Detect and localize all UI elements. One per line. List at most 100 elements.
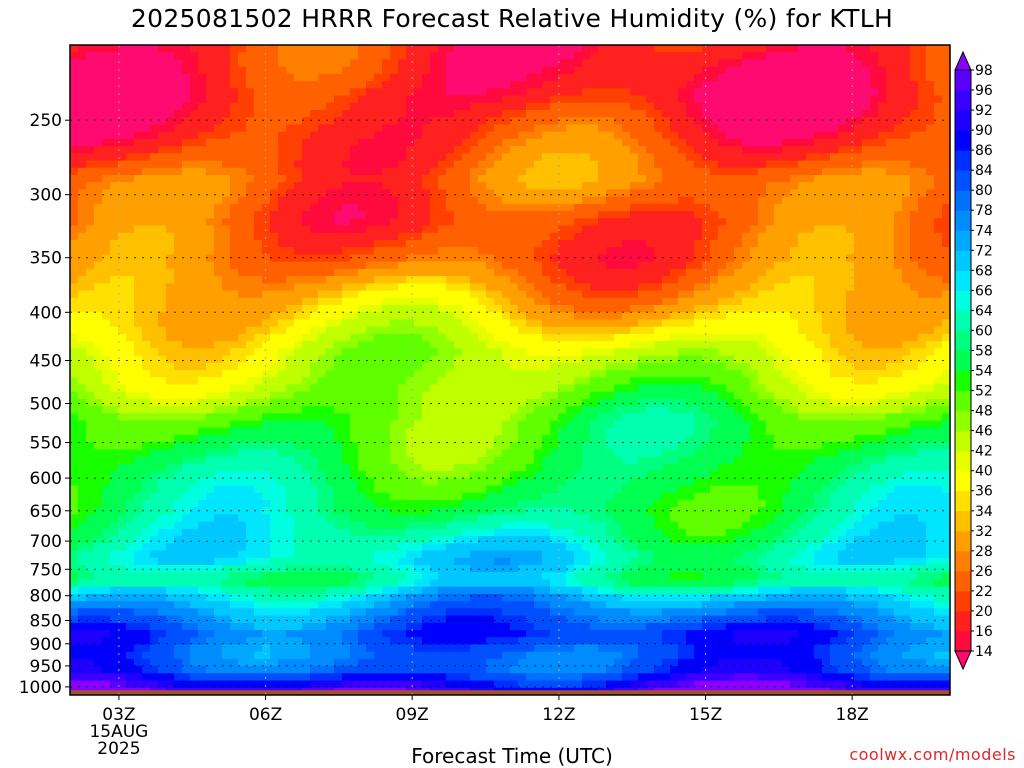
- rh-cell: [350, 326, 359, 335]
- rh-cell: [134, 153, 143, 162]
- rh-cell: [686, 261, 695, 270]
- rh-cell: [478, 319, 487, 328]
- rh-cell: [94, 175, 103, 183]
- rh-cell: [486, 261, 495, 270]
- rh-cell: [406, 283, 415, 292]
- rh-cell: [390, 362, 399, 371]
- rh-cell: [694, 203, 703, 212]
- rh-cell: [686, 59, 695, 68]
- rh-cell: [718, 153, 727, 162]
- rh-cell: [870, 247, 879, 256]
- rh-cell: [342, 211, 351, 219]
- rh-cell: [942, 254, 950, 263]
- rh-cell: [102, 362, 111, 371]
- rh-cell: [134, 45, 143, 53]
- rh-cell: [254, 362, 263, 371]
- rh-cell: [246, 175, 255, 183]
- rh-cell: [686, 52, 695, 61]
- rh-cell: [246, 160, 255, 169]
- rh-cell: [430, 319, 439, 328]
- rh-cell: [606, 81, 615, 89]
- rh-cell: [534, 110, 543, 118]
- rh-cell: [414, 59, 423, 68]
- rh-cell: [686, 326, 695, 335]
- rh-cell: [390, 59, 399, 68]
- rh-cell: [158, 225, 167, 234]
- rh-cell: [654, 305, 663, 313]
- rh-cell: [374, 312, 383, 321]
- rh-cell: [558, 312, 567, 321]
- rh-cell: [198, 276, 207, 284]
- rh-cell: [630, 52, 639, 61]
- rh-cell: [118, 254, 127, 263]
- rh-cell: [398, 45, 407, 53]
- rh-cell: [942, 196, 950, 205]
- rh-cell: [502, 182, 511, 191]
- rh-cell: [190, 333, 199, 342]
- rh-cell: [270, 312, 279, 321]
- rh-cell: [198, 160, 207, 169]
- rh-cell: [206, 189, 215, 198]
- rh-cell: [430, 297, 439, 306]
- rh-cell: [374, 196, 383, 205]
- rh-cell: [526, 283, 535, 292]
- rh-cell: [118, 261, 127, 270]
- rh-cell: [502, 268, 511, 277]
- rh-cell: [270, 45, 279, 53]
- rh-cell: [790, 283, 799, 292]
- rh-cell: [726, 319, 735, 328]
- rh-cell: [446, 146, 455, 154]
- rh-cell: [342, 196, 351, 205]
- rh-cell: [902, 305, 911, 313]
- rh-cell: [598, 355, 607, 364]
- rh-cell: [526, 88, 535, 97]
- rh-cell: [782, 131, 791, 140]
- rh-cell: [846, 283, 855, 292]
- rh-cell: [886, 110, 895, 118]
- rh-cell: [326, 218, 335, 227]
- rh-cell: [110, 232, 119, 241]
- rh-cell: [574, 333, 583, 342]
- rh-cell: [222, 305, 231, 313]
- rh-cell: [438, 305, 447, 313]
- rh-cell: [174, 283, 183, 292]
- rh-cell: [174, 297, 183, 306]
- rh-cell: [142, 240, 151, 248]
- rh-cell: [774, 182, 783, 191]
- rh-cell: [326, 153, 335, 162]
- rh-cell: [854, 167, 863, 176]
- rh-cell: [254, 124, 263, 133]
- rh-cell: [302, 276, 311, 284]
- rh-cell: [638, 182, 647, 191]
- rh-cell: [134, 81, 143, 89]
- rh-cell: [278, 232, 287, 241]
- rh-cell: [262, 297, 271, 306]
- rh-cell: [358, 153, 367, 162]
- rh-cell: [750, 348, 759, 357]
- rh-cell: [678, 117, 687, 126]
- rh-cell: [566, 102, 575, 111]
- rh-cell: [150, 182, 159, 191]
- rh-cell: [150, 348, 159, 357]
- rh-cell: [870, 52, 879, 61]
- rh-cell: [366, 196, 375, 205]
- rh-cell: [238, 211, 247, 219]
- rh-cell: [486, 333, 495, 342]
- rh-cell: [334, 348, 343, 357]
- rh-cell: [126, 225, 135, 234]
- rh-cell: [790, 276, 799, 284]
- rh-cell: [150, 254, 159, 263]
- rh-cell: [206, 124, 215, 133]
- rh-cell: [542, 268, 551, 277]
- rh-cell: [462, 196, 471, 205]
- rh-cell: [310, 326, 319, 335]
- rh-cell: [822, 196, 831, 205]
- rh-cell: [718, 146, 727, 154]
- rh-cell: [398, 355, 407, 364]
- rh-cell: [510, 131, 519, 140]
- rh-cell: [646, 290, 655, 299]
- rh-cell: [838, 232, 847, 241]
- rh-cell: [862, 131, 871, 140]
- rh-cell: [790, 225, 799, 234]
- rh-cell: [910, 146, 919, 154]
